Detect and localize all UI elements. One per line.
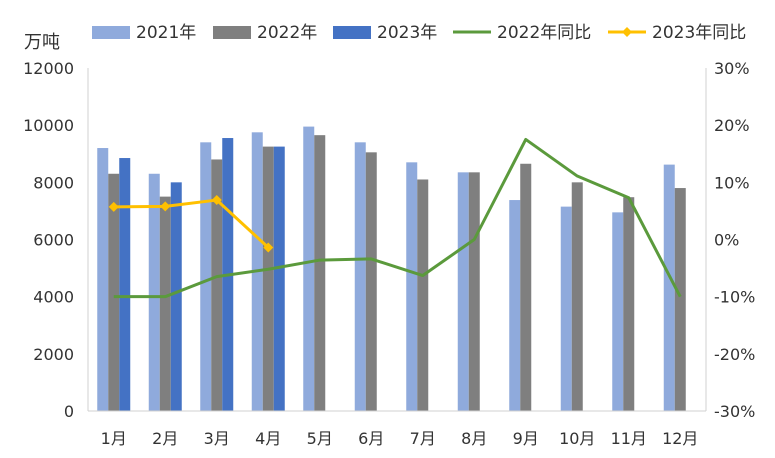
bar-2022年-8月 (468, 172, 480, 411)
bar-2022年-4月 (262, 146, 274, 411)
bar-2022年-12月 (674, 188, 686, 411)
bar-2021年-3月 (200, 142, 212, 412)
right-tick-label: 0% (714, 231, 739, 250)
bar-2022年-1月 (108, 173, 120, 411)
bar-2023年-1月 (119, 158, 131, 411)
left-tick-label: 8000 (33, 173, 74, 192)
x-tick-label: 7月 (410, 429, 436, 448)
point-2023年同比-3 (263, 242, 274, 253)
legend-swatch-2022年 (213, 26, 251, 39)
legend-swatch-2023年 (333, 26, 371, 39)
right-tick-label: -20% (714, 345, 755, 364)
bar-2022年-9月 (520, 163, 532, 411)
left-tick-label: 4000 (33, 288, 74, 307)
bar-2021年-11月 (612, 212, 624, 411)
bar-2021年-9月 (509, 200, 521, 411)
lines (108, 137, 682, 299)
bar-2021年-5月 (303, 126, 315, 412)
left-tick-label: 6000 (33, 231, 74, 250)
left-tick-label: 10000 (23, 116, 74, 135)
bar-2023年-2月 (170, 182, 182, 411)
bar-2021年-7月 (406, 162, 418, 411)
x-tick-label: 10月 (559, 429, 595, 448)
bar-2022年-11月 (623, 197, 635, 411)
bar-2022年-6月 (365, 152, 377, 411)
x-axis-ticks: 1月 2月 3月 4月 5月 6月 7月 8月 9月 10月 11月 12月 (101, 429, 699, 448)
bar-2021年-6月 (354, 142, 366, 412)
right-tick-label: -30% (714, 402, 755, 421)
x-tick-label: 3月 (204, 429, 230, 448)
bar-2022年-3月 (211, 159, 223, 411)
point-2023年同比-0 (108, 201, 119, 212)
bar-2022年-7月 (417, 179, 429, 411)
legend-swatch-2021年 (92, 26, 130, 39)
bar-2023年-4月 (273, 146, 285, 411)
bar-2021年-10月 (560, 206, 572, 411)
x-tick-label: 12月 (662, 429, 698, 448)
legend-label-2022年同比: 2022年同比 (497, 23, 591, 43)
bar-2021年-12月 (663, 164, 675, 411)
right-tick-label: -10% (714, 288, 755, 307)
line-2022年同比 (113, 137, 682, 299)
legend-marker-2023年同比 (622, 27, 632, 37)
bar-2021年-1月 (97, 148, 109, 412)
left-axis-unit: 万吨 (24, 32, 60, 53)
x-tick-label: 5月 (307, 429, 333, 448)
bar-2021年-2月 (148, 173, 160, 411)
left-tick-label: 12000 (23, 59, 74, 78)
right-tick-label: 30% (714, 59, 750, 78)
left-tick-label: 2000 (33, 345, 74, 364)
x-tick-label: 4月 (255, 429, 281, 448)
bar-2022年-10月 (571, 182, 583, 411)
point-2023年同比-2 (211, 195, 222, 206)
bar-2022年-2月 (159, 196, 171, 411)
point-2023年同比-1 (160, 201, 171, 212)
right-tick-label: 10% (714, 173, 750, 192)
x-tick-label: 6月 (358, 429, 384, 448)
left-axis-ticks: 0 2000 4000 6000 8000 10000 12000 (23, 59, 74, 421)
x-tick-label: 9月 (513, 429, 539, 448)
right-axis-ticks: -30% -20% -10% 0% 10% 20% 30% (714, 59, 755, 421)
x-tick-label: 8月 (461, 429, 487, 448)
line-2023年同比 (113, 198, 270, 249)
axes (87, 68, 707, 412)
legend-label-2023年: 2023年 (377, 23, 437, 43)
x-tick-label: 2月 (152, 429, 178, 448)
x-tick-label: 11月 (611, 429, 647, 448)
legend: 2021年 2022年 2023年 2022年同比 2023年同比 (92, 23, 746, 43)
right-tick-label: 20% (714, 116, 750, 135)
left-tick-label: 0 (64, 402, 74, 421)
legend-label-2022年: 2022年 (257, 23, 317, 43)
x-tick-label: 1月 (101, 429, 127, 448)
legend-label-2023年同比: 2023年同比 (652, 23, 746, 43)
bar-2022年-5月 (314, 135, 326, 411)
bar-2021年-8月 (457, 172, 469, 411)
bars (97, 126, 686, 412)
legend-label-2021年: 2021年 (136, 23, 196, 43)
